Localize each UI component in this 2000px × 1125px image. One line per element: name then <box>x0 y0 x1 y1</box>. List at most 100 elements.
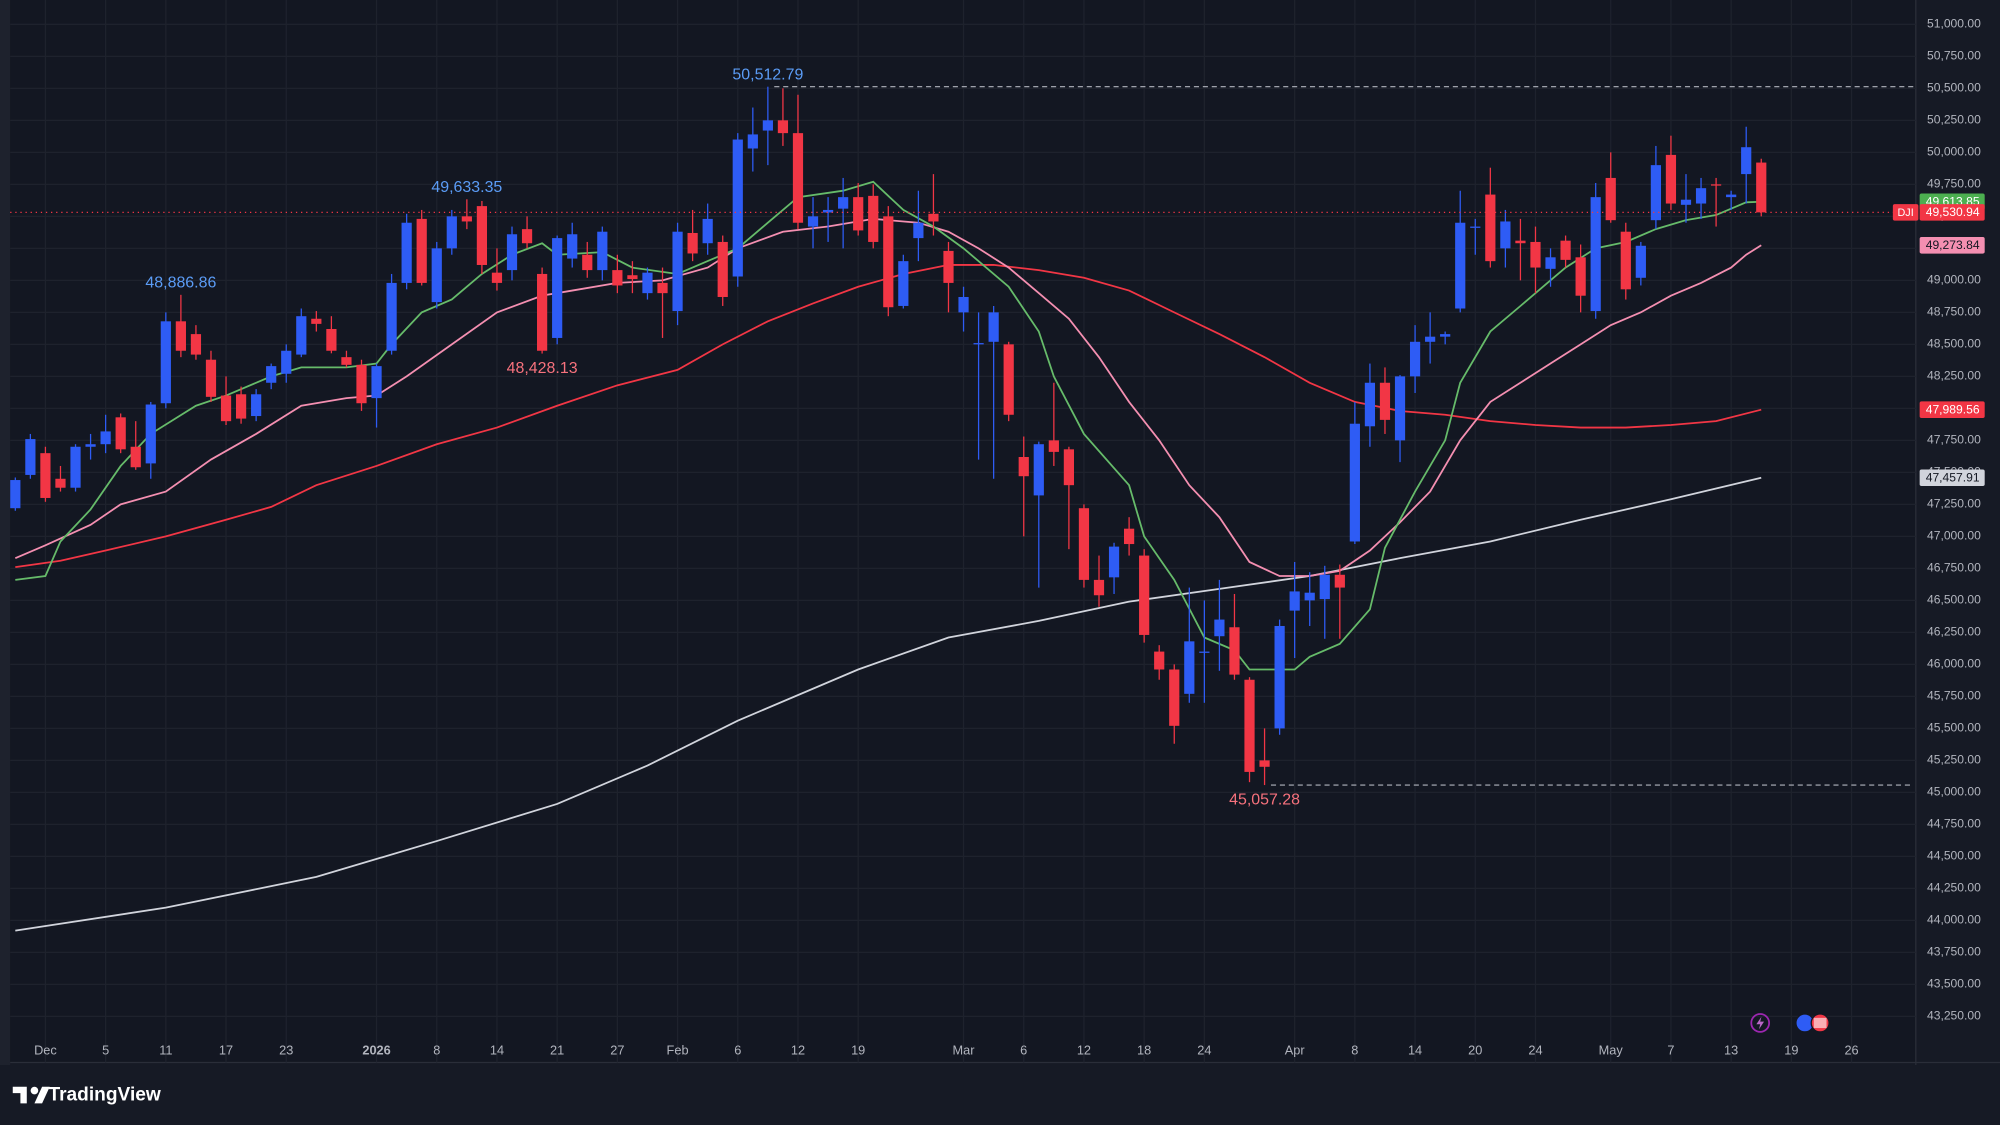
x-tick-label: 27 <box>610 1042 624 1057</box>
candle-body <box>55 478 66 488</box>
y-tick-label: 46,250.00 <box>1927 625 1981 639</box>
candle-body <box>1485 194 1496 262</box>
candle-body <box>476 206 488 265</box>
candle-body <box>1078 508 1090 580</box>
lightning-icon[interactable] <box>1750 1013 1771 1033</box>
y-tick-label: 45,250.00 <box>1927 753 1981 767</box>
candle-body <box>1154 651 1165 670</box>
price-tag <box>1919 469 1985 487</box>
candle-body <box>838 197 849 209</box>
candle-body <box>943 250 954 283</box>
y-tick-label: 43,750.00 <box>1927 945 1981 959</box>
y-tick-label: 47,250.00 <box>1927 497 1981 511</box>
candle-body <box>386 282 397 351</box>
y-tick-label: 48,500.00 <box>1927 337 1981 351</box>
candle-body <box>1334 574 1345 588</box>
candle-body <box>1680 199 1692 205</box>
candle-body <box>702 218 713 244</box>
candle-body <box>1710 184 1722 186</box>
candle-body <box>1259 760 1270 767</box>
candle-body <box>1440 334 1451 337</box>
candle-body <box>1726 194 1737 198</box>
y-tick-label: 46,000.00 <box>1927 657 1981 671</box>
extreme-label: 45,057.28 <box>1229 792 1300 809</box>
candle-body <box>220 395 232 422</box>
x-tick-label: 18 <box>1137 1042 1151 1057</box>
candle-body <box>160 321 171 404</box>
x-tick-label: 2026 <box>362 1042 390 1057</box>
candle-body <box>115 417 126 450</box>
candle-body <box>205 359 217 397</box>
y-tick-label: 50,000.00 <box>1927 145 1981 159</box>
x-tick-label: 13 <box>1724 1042 1738 1057</box>
brand-logo <box>12 1086 50 1104</box>
y-tick-label: 43,250.00 <box>1927 1009 1981 1023</box>
y-tick-label: 48,750.00 <box>1927 305 1981 319</box>
candle-body <box>341 357 352 365</box>
extreme-label: 48,428.13 <box>507 360 578 377</box>
candle-body <box>1244 679 1255 772</box>
y-tick-label: 49,000.00 <box>1927 273 1981 287</box>
candle-body <box>1394 376 1406 441</box>
candle-body <box>1199 651 1210 653</box>
candle-body <box>792 133 804 223</box>
price-tag-label: 47,989.56 <box>1926 403 1980 417</box>
price-tag <box>1919 237 1985 254</box>
candle-body <box>1530 241 1541 268</box>
candle-body <box>672 231 683 312</box>
y-tick-label: 50,250.00 <box>1927 113 1981 127</box>
candle-body <box>70 446 81 488</box>
candle-body <box>1545 257 1556 269</box>
candle-body <box>612 270 623 286</box>
x-tick-label: 21 <box>550 1042 564 1057</box>
x-tick-label: 17 <box>219 1042 233 1057</box>
candle-body <box>642 272 653 294</box>
candle-body <box>1063 449 1075 486</box>
candle-body <box>1635 245 1646 278</box>
price-tag <box>1919 204 1985 221</box>
candle-body <box>416 218 427 283</box>
x-tick-label: Feb <box>667 1042 689 1057</box>
y-tick-label: 45,000.00 <box>1927 785 1981 799</box>
candle-body <box>190 334 202 355</box>
grid <box>10 0 1916 1063</box>
candle-body <box>461 216 472 222</box>
candle-body <box>281 350 292 374</box>
candle-body <box>145 404 156 464</box>
extreme-label: 48,886.86 <box>145 275 216 292</box>
candle-body <box>1033 444 1044 496</box>
candle-body <box>311 318 322 324</box>
moving-average-line <box>15 180 1762 671</box>
candle-body <box>1470 226 1481 228</box>
y-tick-label: 50,750.00 <box>1927 49 1981 63</box>
y-tick-label: 47,750.00 <box>1927 433 1981 447</box>
candle-body <box>627 275 638 280</box>
y-tick-label: 49,750.00 <box>1927 177 1981 191</box>
x-tick-label: Apr <box>1285 1042 1306 1057</box>
candle-body <box>1695 188 1707 204</box>
x-tick-label: 11 <box>159 1042 172 1057</box>
x-tick-label: 14 <box>1408 1042 1422 1057</box>
x-tick-label: Mar <box>953 1042 976 1057</box>
event-icons[interactable] <box>1750 1013 1830 1033</box>
candle-body <box>1274 625 1285 729</box>
candle-body <box>822 209 834 213</box>
candle-body <box>506 234 518 271</box>
candle-body <box>1364 382 1376 427</box>
candle-body <box>446 216 457 249</box>
x-tick-label: 20 <box>1468 1042 1482 1057</box>
y-tick-label: 45,750.00 <box>1927 689 1981 703</box>
y-tick-label: 44,500.00 <box>1927 849 1981 863</box>
flag-stripes <box>1813 1017 1827 1029</box>
candle-body <box>371 366 382 399</box>
y-tick-label: 46,750.00 <box>1927 561 1981 575</box>
y-tick-label: 44,750.00 <box>1927 817 1981 831</box>
candle-body <box>356 364 367 404</box>
candle-body <box>657 282 668 294</box>
y-tick-label: 43,500.00 <box>1927 977 1981 991</box>
candles <box>10 86 1767 786</box>
brand[interactable]: TradingView <box>12 1085 161 1106</box>
x-tick-label: 24 <box>1197 1042 1211 1057</box>
candle-body <box>1304 592 1315 601</box>
